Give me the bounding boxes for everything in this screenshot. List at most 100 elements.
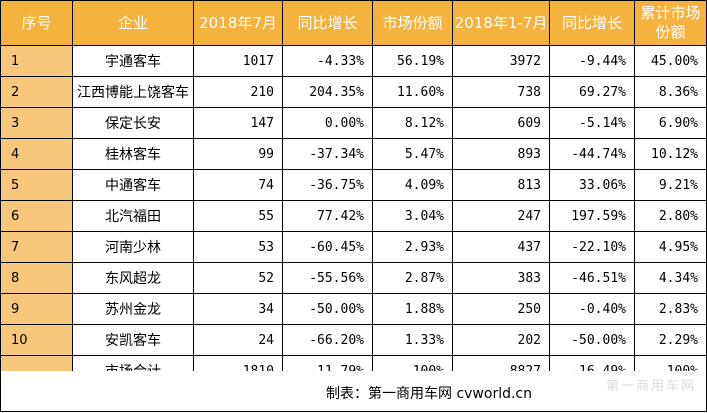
july-sales-cell: 74 <box>193 169 283 201</box>
ytd-sales-cell: 437 <box>452 231 550 263</box>
yoy-growth-cell: -66.20% <box>282 324 373 356</box>
ytd-growth-cell: -50.00% <box>549 324 635 356</box>
ytd-growth-cell: -22.10% <box>549 231 635 263</box>
table-row: 10 安凯客车 24 -66.20% 1.33% 202 -50.00% 2.29% <box>0 324 707 356</box>
table-row: 9 苏州金龙 34 -50.00% 1.88% 250 -0.40% 2.83% <box>0 293 707 325</box>
cumulative-share-cell: 4.95% <box>634 231 707 263</box>
header-july: 2018年7月 <box>193 0 283 46</box>
row-index: 8 <box>0 262 73 294</box>
ytd-growth-cell: 69.27% <box>549 76 635 108</box>
row-index: 10 <box>0 324 73 356</box>
ytd-sales-cell: 202 <box>452 324 550 356</box>
ytd-growth-cell: -0.40% <box>549 293 635 325</box>
cumulative-share-cell: 2.83% <box>634 293 707 325</box>
row-index: 4 <box>0 138 73 170</box>
company-cell: 安凯客车 <box>72 324 194 356</box>
ytd-growth-cell: -5.14% <box>549 107 635 139</box>
yoy-growth-cell: -4.33% <box>282 45 373 77</box>
header-ytd-yoy: 同比增长 <box>549 0 635 46</box>
company-cell: 中通客车 <box>72 169 194 201</box>
ytd-sales-cell: 383 <box>452 262 550 294</box>
market-share-cell: 1.33% <box>372 324 453 356</box>
market-share-cell: 56.19% <box>372 45 453 77</box>
company-cell: 北汽福田 <box>72 200 194 232</box>
header-yoy: 同比增长 <box>282 0 373 46</box>
table-row: 7 河南少林 53 -60.45% 2.93% 437 -22.10% 4.95% <box>0 231 707 263</box>
yoy-growth-cell: 204.35% <box>282 76 373 108</box>
cumulative-share-cell: 2.29% <box>634 324 707 356</box>
company-cell: 宇通客车 <box>72 45 194 77</box>
cumulative-share-cell: 8.36% <box>634 76 707 108</box>
ytd-growth-cell: -46.51% <box>549 262 635 294</box>
header-ytd: 2018年1-7月 <box>452 0 550 46</box>
sales-table: 序号 企业 2018年7月 同比增长 市场份额 2018年1-7月 同比增长 累… <box>0 0 707 387</box>
cumulative-share-cell: 2.80% <box>634 200 707 232</box>
july-sales-cell: 53 <box>193 231 283 263</box>
market-share-cell: 4.09% <box>372 169 453 201</box>
header-share: 市场份额 <box>372 0 453 46</box>
ytd-sales-cell: 813 <box>452 169 550 201</box>
table-row: 1 宇通客车 1017 -4.33% 56.19% 3972 -9.44% 45.00% <box>0 45 707 77</box>
market-share-cell: 1.88% <box>372 293 453 325</box>
yoy-growth-cell: -55.56% <box>282 262 373 294</box>
yoy-growth-cell: -60.45% <box>282 231 373 263</box>
july-sales-cell: 147 <box>193 107 283 139</box>
july-sales-cell: 34 <box>193 293 283 325</box>
market-share-cell: 5.47% <box>372 138 453 170</box>
header-cum-share: 累计市场 份额 <box>634 0 707 46</box>
ytd-sales-cell: 247 <box>452 200 550 232</box>
company-cell: 苏州金龙 <box>72 293 194 325</box>
company-cell: 桂林客车 <box>72 138 194 170</box>
yoy-growth-cell: -37.34% <box>282 138 373 170</box>
table-row: 5 中通客车 74 -36.75% 4.09% 813 33.06% 9.21% <box>0 169 707 201</box>
row-index: 1 <box>0 45 73 77</box>
yoy-growth-cell: -36.75% <box>282 169 373 201</box>
watermark-logo: 第一商用车网 <box>605 379 696 394</box>
ytd-growth-cell: 33.06% <box>549 169 635 201</box>
yoy-growth-cell: -50.00% <box>282 293 373 325</box>
july-sales-cell: 210 <box>193 76 283 108</box>
cumulative-share-cell: 4.34% <box>634 262 707 294</box>
row-index: 5 <box>0 169 73 201</box>
cumulative-share-cell: 6.90% <box>634 107 707 139</box>
company-cell: 江西博能上饶客车 <box>72 76 194 108</box>
cumulative-share-cell: 45.00% <box>634 45 707 77</box>
july-sales-cell: 55 <box>193 200 283 232</box>
ytd-sales-cell: 738 <box>452 76 550 108</box>
cumulative-share-cell: 9.21% <box>634 169 707 201</box>
header-index: 序号 <box>0 0 73 46</box>
july-sales-cell: 1017 <box>193 45 283 77</box>
table-row: 8 东风超龙 52 -55.56% 2.87% 383 -46.51% 4.34% <box>0 262 707 294</box>
company-cell: 东风超龙 <box>72 262 194 294</box>
header-company: 企业 <box>72 0 194 46</box>
market-share-cell: 11.60% <box>372 76 453 108</box>
table-row: 4 桂林客车 99 -37.34% 5.47% 893 -44.74% 10.12% <box>0 138 707 170</box>
table-row: 3 保定长安 147 0.00% 8.12% 609 -5.14% 6.90% <box>0 107 707 139</box>
table-footer: 制表：第一商用车网 cvworld.cn 第一商用车网 <box>0 371 707 412</box>
table-row: 6 北汽福田 55 77.42% 3.04% 247 197.59% 2.80% <box>0 200 707 232</box>
ytd-sales-cell: 893 <box>452 138 550 170</box>
market-share-cell: 8.12% <box>372 107 453 139</box>
table-row: 2 江西博能上饶客车 210 204.35% 11.60% 738 69.27% 8.36% <box>0 76 707 108</box>
header-row: 序号 企业 2018年7月 同比增长 市场份额 2018年1-7月 同比增长 累… <box>0 0 707 46</box>
ytd-growth-cell: 197.59% <box>549 200 635 232</box>
row-index: 6 <box>0 200 73 232</box>
july-sales-cell: 99 <box>193 138 283 170</box>
cumulative-share-cell: 10.12% <box>634 138 707 170</box>
footer-caption: 制表：第一商用车网 cvworld.cn <box>326 386 533 402</box>
ytd-sales-cell: 609 <box>452 107 550 139</box>
july-sales-cell: 52 <box>193 262 283 294</box>
company-cell: 保定长安 <box>72 107 194 139</box>
ytd-growth-cell: -9.44% <box>549 45 635 77</box>
ytd-sales-cell: 3972 <box>452 45 550 77</box>
row-index: 9 <box>0 293 73 325</box>
market-share-cell: 2.93% <box>372 231 453 263</box>
ytd-sales-cell: 250 <box>452 293 550 325</box>
market-share-cell: 2.87% <box>372 262 453 294</box>
ytd-growth-cell: -44.74% <box>549 138 635 170</box>
row-index: 3 <box>0 107 73 139</box>
market-share-cell: 3.04% <box>372 200 453 232</box>
company-cell: 河南少林 <box>72 231 194 263</box>
row-index: 2 <box>0 76 73 108</box>
